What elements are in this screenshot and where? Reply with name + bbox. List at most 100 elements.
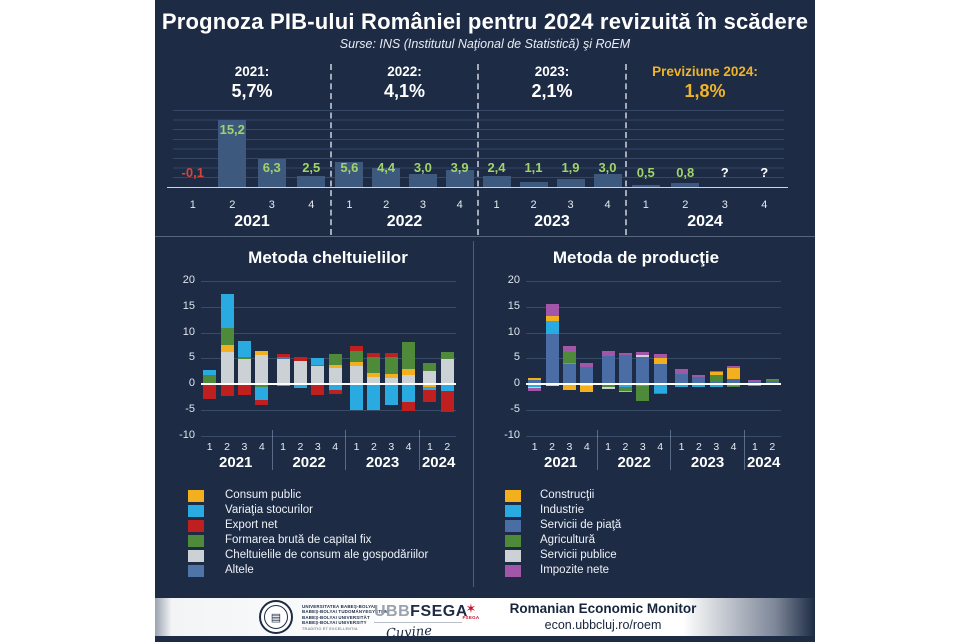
x-tick-label: 1 — [678, 441, 685, 453]
bar-segment — [293, 357, 307, 361]
bar-segment — [384, 373, 398, 379]
bar-segment — [367, 372, 381, 377]
gridline — [526, 358, 781, 360]
bar-segment — [203, 374, 217, 383]
top-x-tick-label: 4 — [456, 199, 463, 211]
top-x-tick-label: 1 — [346, 199, 353, 211]
year-label: 2021 — [219, 454, 253, 471]
y-tick-label: 5 — [513, 351, 520, 364]
bar-segment — [367, 384, 381, 410]
legend-swatch — [505, 504, 521, 517]
infographic-panel: Prognoza PIB-ului României pentru 2024 r… — [155, 0, 815, 642]
legend-swatch — [505, 564, 521, 577]
university-line: Babeş-Bolyai University — [302, 620, 367, 626]
bar-segment — [350, 350, 364, 362]
bar-segment — [423, 363, 437, 372]
year-dashed-separator — [477, 64, 479, 235]
expenditure-method-chart: 20 15 10 5 0 -5 -10 1 2 3 4 1 2 3 4 1 2 3 4 1 2 2021 2022 2023 2… — [155, 0, 815, 642]
x-tick-label: 3 — [639, 441, 646, 453]
bar-segment — [675, 369, 689, 374]
fsega-anniversary-emblem: ✶ FSEGA — [458, 602, 484, 620]
bar-segment — [423, 384, 437, 388]
bar-segment — [528, 380, 542, 384]
bar-segment — [618, 353, 632, 356]
gdp-bar-value-label: 3,0 — [413, 160, 432, 175]
bar-segment — [350, 384, 364, 410]
bar-segment — [727, 385, 741, 387]
gdp-bar — [631, 184, 660, 187]
bar-segment — [601, 384, 615, 388]
bar-segment — [580, 367, 594, 384]
gdp-bar — [408, 173, 437, 187]
bar-segment — [367, 357, 381, 373]
top-year-label: 2024 — [687, 213, 723, 230]
bar-segment — [580, 385, 594, 392]
legend-label: Construcţii — [540, 489, 595, 501]
y-tick-label: 20 — [507, 274, 520, 286]
bar-segment — [237, 359, 251, 384]
bar-segment — [748, 381, 762, 384]
bar-segment — [440, 358, 454, 384]
bar-segment — [255, 400, 269, 405]
bar-segment — [367, 376, 381, 384]
year-label: 2023 — [690, 454, 725, 471]
x-tick-label: 2 — [370, 441, 377, 453]
bar-segment — [765, 378, 779, 380]
university-motto: Traditio et Excellentia — [302, 626, 358, 631]
bar-segment — [220, 345, 234, 352]
top-x-tick-label: 4 — [604, 199, 611, 211]
top-year-label: 2023 — [534, 213, 570, 230]
bar-segment — [328, 384, 342, 391]
annual-summary-label: 2023: — [534, 64, 570, 79]
y-tick-label: 0 — [188, 377, 195, 389]
bar-segment — [748, 379, 762, 382]
year-dashed-separator — [625, 64, 627, 235]
bar-segment — [528, 384, 542, 388]
brand-name: Romanian Economic Monitor — [509, 601, 697, 616]
charts-vertical-divider — [473, 241, 474, 587]
legend-label: Export net — [225, 518, 278, 531]
annual-summary-value: 4,1% — [383, 81, 426, 101]
year-label: 2022 — [617, 454, 651, 471]
bar-segment — [692, 384, 706, 388]
bar-segment — [255, 387, 269, 401]
gdp-bar-value-label: 1,9 — [561, 160, 580, 175]
x-tick-label: 3 — [566, 441, 573, 453]
x-tick-label: 4 — [583, 441, 590, 453]
university-seal-book-icon: ▤ — [264, 605, 288, 629]
gdp-bar-value-label: ? — [720, 165, 729, 180]
x-tick-label: 2 — [224, 441, 230, 453]
top-x-tick-label: 3 — [268, 199, 275, 211]
x-tick-label: 3 — [314, 441, 321, 453]
gdp-bar — [482, 176, 511, 187]
bar-segment — [255, 350, 269, 355]
gdp-bar — [556, 178, 585, 187]
bar-segment — [653, 358, 667, 364]
bar-segment — [653, 353, 667, 359]
x-tick-label: 1 — [605, 441, 612, 453]
bar-segment — [423, 371, 437, 384]
bar-segment — [402, 368, 416, 375]
bar-segment — [350, 345, 364, 351]
gridline — [201, 409, 456, 411]
gdp-bar-value-label: 5,6 — [340, 160, 359, 175]
annual-summary-label: Previziune 2024: — [652, 64, 758, 79]
bar-segment — [293, 360, 307, 384]
y-tick-label: -10 — [179, 428, 195, 441]
bar-segment — [237, 340, 251, 358]
year-separator — [418, 430, 420, 470]
bar-segment — [562, 352, 576, 363]
gdp-bar-value-label: 2,5 — [302, 160, 321, 175]
y-tick-label: 20 — [182, 274, 195, 286]
bar-segment — [545, 321, 559, 334]
fsega-emblem-text: FSEGA — [462, 615, 480, 620]
x-tick-label: 2 — [622, 441, 629, 453]
year-label: 2023 — [365, 454, 400, 471]
top-x-tick-label: 2 — [229, 199, 236, 211]
y-tick-label: -5 — [185, 402, 195, 415]
annual-summary-value: 1,8% — [684, 81, 726, 101]
x-tick-label: 3 — [241, 441, 248, 453]
footer-bar: ▤ Universitatea Babeş-Bolyai Babeş-Bolya… — [155, 598, 815, 642]
brand-block: Romanian Economic Monitor econ.ubbcluj.r… — [483, 601, 723, 632]
bar-segment — [311, 364, 325, 367]
